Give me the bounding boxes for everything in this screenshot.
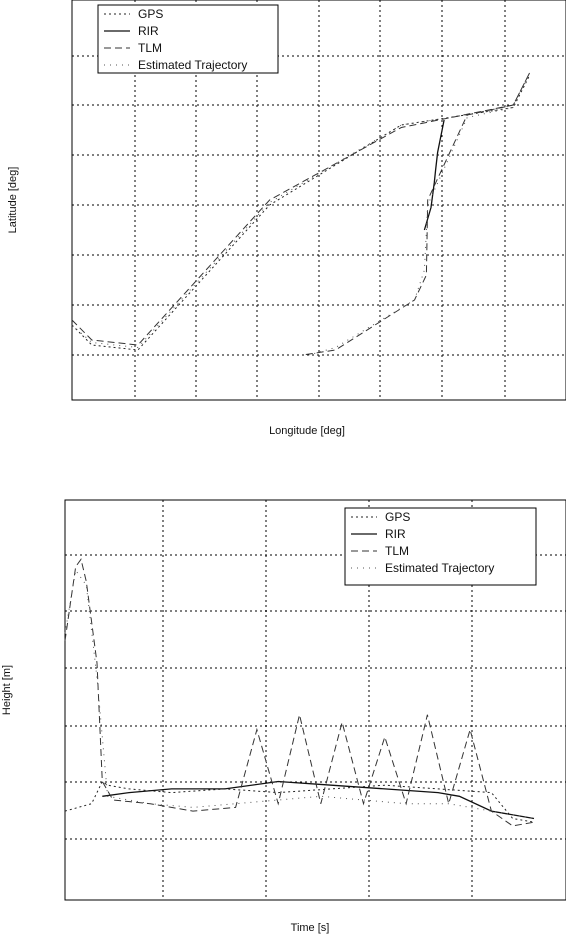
legend-box xyxy=(97,4,279,74)
series-lines xyxy=(64,558,535,827)
series-lines xyxy=(71,72,531,356)
legend: GPS RIR TLM Estimated Trajectory xyxy=(344,507,537,586)
series-line-tlm xyxy=(71,72,531,356)
legend-label: GPS xyxy=(138,7,163,21)
x-axis-label: Longitude [deg] xyxy=(269,425,345,437)
latitude-longitude-plot: GPS RIR TLM Estimated Trajectory Latitude [… xyxy=(7,0,566,437)
legend-label: GPS xyxy=(385,510,410,524)
legend-label: TLM xyxy=(138,41,162,55)
legend-label: RIR xyxy=(385,527,406,541)
series-line-gps xyxy=(71,74,531,351)
legend-label: RIR xyxy=(138,24,159,38)
legend-label: Estimated Trajectory xyxy=(385,561,494,575)
series-line-rir xyxy=(423,119,445,231)
x-axis-label: Time [s] xyxy=(291,922,330,934)
series-line-estimated-trajectory xyxy=(71,107,514,356)
legend-label: Estimated Trajectory xyxy=(138,58,247,72)
legend-box xyxy=(344,507,537,586)
legend-label: TLM xyxy=(385,544,409,558)
y-axis-label: Latitude [deg] xyxy=(7,167,19,234)
series-line-rir xyxy=(102,780,535,820)
height-time-plot: GPS RIR TLM Estimated Trajectory Height [m]… xyxy=(1,499,566,934)
series-line-tlm xyxy=(64,558,535,827)
legend: GPS RIR TLM Estimated Trajectory xyxy=(97,4,279,74)
y-axis-label: Height [m] xyxy=(1,665,13,715)
